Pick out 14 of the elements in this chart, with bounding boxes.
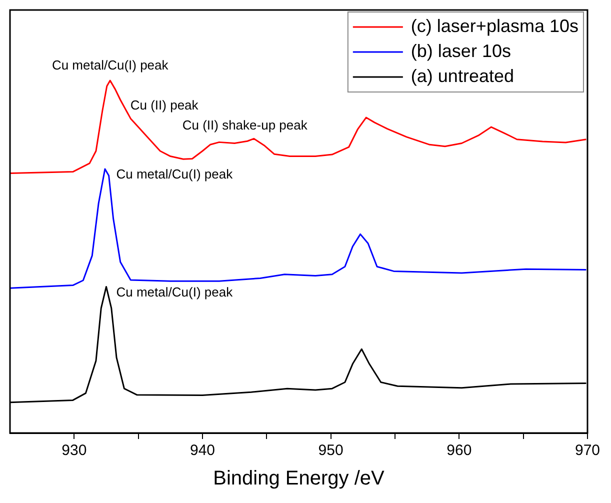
annotation: Cu metal/Cu(I) peak xyxy=(52,58,169,73)
x-axis-title: Binding Energy /eV xyxy=(213,468,386,490)
annotation: Cu (II) shake-up peak xyxy=(182,118,308,133)
annotation: Cu metal/Cu(I) peak xyxy=(116,166,234,182)
x-tick-label: 930 xyxy=(62,442,87,460)
x-tick-label: 960 xyxy=(446,442,472,460)
annotation: Cu (II) peak xyxy=(130,97,199,112)
x-tick-label: 940 xyxy=(190,442,216,460)
x-tick-label: 950 xyxy=(318,442,344,460)
legend-label: (b) laser 10s xyxy=(410,40,511,61)
x-tick-label: 970 xyxy=(574,442,600,460)
legend-label: (a) untreated xyxy=(410,66,514,86)
legend-label: (c) laser+plasma 10s xyxy=(410,16,578,36)
annotation: Cu metal/Cu(I) peak xyxy=(116,284,234,300)
